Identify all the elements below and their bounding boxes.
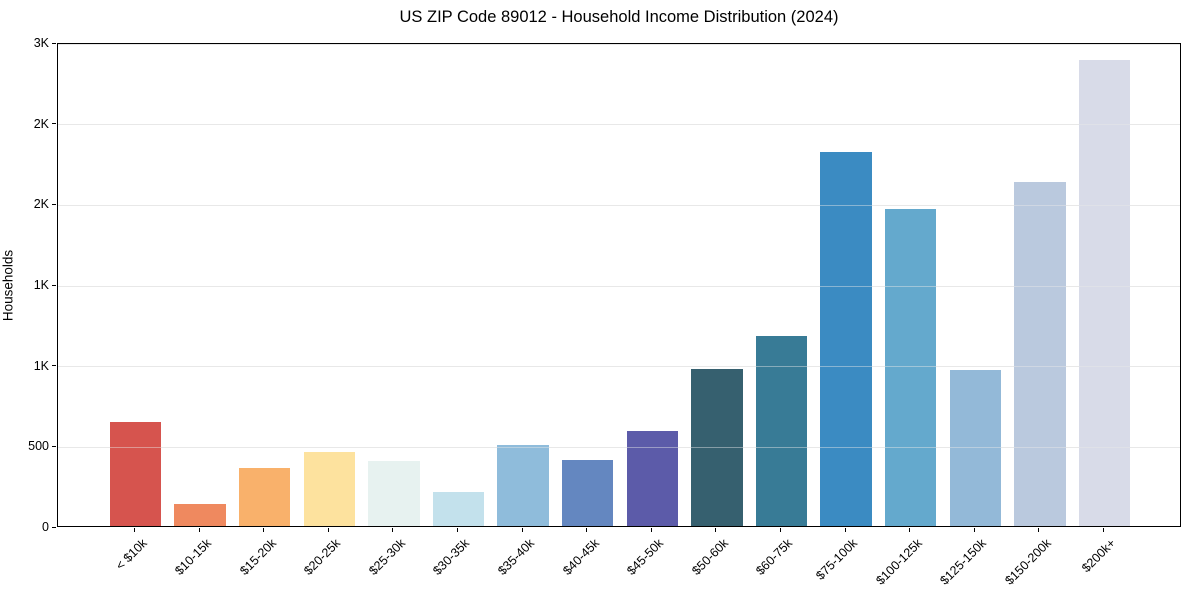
- x-tick-mark: [780, 528, 781, 532]
- gridline-overlay: [58, 446, 1180, 448]
- bar-$45-50k: [626, 430, 679, 526]
- bar-$100-125k: [884, 208, 937, 526]
- y-tick-label: 3K: [33, 36, 49, 50]
- x-tick-mark: [134, 528, 135, 532]
- y-tick-mark: [52, 445, 56, 447]
- y-tick-mark: [52, 526, 56, 528]
- x-tick-label: $10-15k: [172, 536, 215, 578]
- x-tick-label: $125-150k: [937, 536, 990, 588]
- bar-$20-25k: [303, 451, 356, 526]
- bar-$40-45k: [561, 459, 614, 526]
- bar-$35-40k: [497, 445, 549, 526]
- y-tick-mark: [52, 203, 56, 205]
- x-tick-label: $35-40k: [495, 536, 538, 578]
- y-tick-mark: [52, 284, 56, 286]
- y-tick-mark: [52, 365, 56, 367]
- x-tick-label: $40-45k: [559, 536, 602, 578]
- gridline: [58, 366, 1180, 368]
- gridline: [58, 446, 1180, 448]
- gridline: [58, 285, 1180, 287]
- bar-$200k+: [1078, 59, 1131, 526]
- x-tick-label: $20-25k: [301, 536, 344, 578]
- y-tick-label: 500: [28, 439, 49, 454]
- x-tick-label: $200k+: [1079, 536, 1119, 576]
- y-tick-label: 2K: [33, 116, 49, 131]
- y-tick-mark: [52, 42, 56, 44]
- gridline-overlay: [58, 43, 1180, 45]
- chart-title: US ZIP Code 89012 - Household Income Dis…: [399, 8, 839, 26]
- x-tick-label: $60-75k: [753, 536, 796, 578]
- y-tick-label: 0: [42, 520, 49, 534]
- bar-$150-200k: [1014, 182, 1066, 526]
- plot-area: [57, 43, 1181, 527]
- gridline-overlay: [58, 124, 1180, 126]
- x-tick-mark: [586, 528, 588, 532]
- x-tick-mark: [973, 528, 975, 532]
- y-tick-label: 1K: [33, 278, 49, 292]
- x-tick-mark: [457, 528, 458, 532]
- bar-$30-35k: [432, 492, 485, 526]
- bar-$15-20k: [238, 467, 291, 526]
- x-tick-label: $15-20k: [236, 536, 279, 578]
- x-tick-mark: [844, 528, 846, 532]
- gridline: [58, 204, 1180, 206]
- gridline: [58, 124, 1180, 126]
- x-tick-mark: [263, 528, 265, 532]
- x-tick-label: $45-50k: [624, 536, 667, 578]
- gridline: [58, 43, 1180, 45]
- gridline-overlay: [58, 204, 1180, 206]
- bar-$50-60k: [691, 368, 743, 526]
- x-tick-label: < $10k: [112, 536, 150, 573]
- bar-$60-75k: [755, 335, 808, 526]
- x-tick-mark: [909, 528, 911, 532]
- x-tick-mark: [521, 528, 523, 532]
- bar-$25-30k: [368, 461, 420, 526]
- x-tick-mark: [392, 528, 394, 532]
- x-tick-mark: [650, 528, 652, 532]
- x-tick-label: $50-60k: [688, 536, 731, 578]
- x-tick-mark: [715, 528, 717, 532]
- bar-$75-100k: [820, 151, 872, 526]
- x-tick-label: $75-100k: [813, 536, 861, 583]
- x-tick-mark: [1038, 528, 1040, 532]
- gridline-overlay: [58, 366, 1180, 368]
- y-tick-mark: [52, 123, 56, 125]
- gridline-overlay: [58, 285, 1180, 287]
- x-tick-label: $150-200k: [1002, 536, 1054, 588]
- bar-$125-150k: [949, 369, 1002, 526]
- y-tick-label: 2K: [33, 197, 49, 212]
- x-tick-label: $100-125k: [872, 536, 925, 588]
- bar-< $10k: [109, 421, 162, 526]
- x-tick-label: $25-30k: [365, 536, 408, 578]
- y-tick-label: 1K: [33, 358, 49, 373]
- x-tick-label: $30-35k: [430, 536, 473, 578]
- x-tick-mark: [198, 528, 200, 532]
- x-tick-mark: [327, 528, 329, 532]
- x-tick-mark: [1103, 528, 1104, 532]
- bar-$10-15k: [174, 504, 226, 526]
